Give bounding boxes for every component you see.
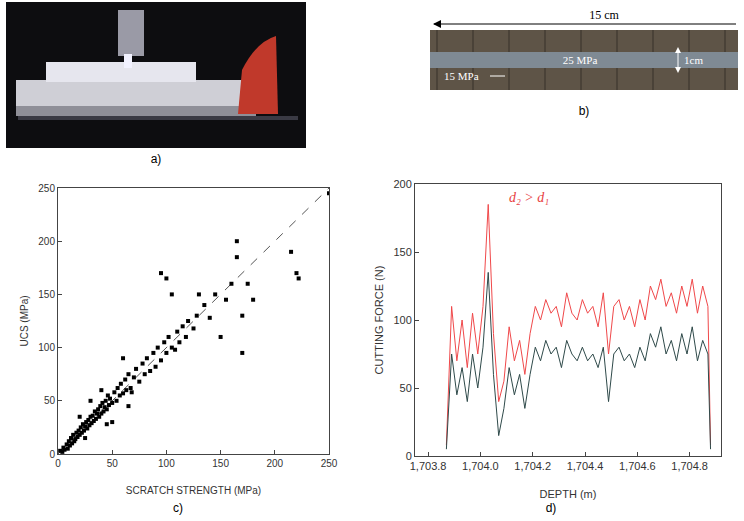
html-text:c): c) [173,501,183,515]
svg-text:100: 100 [158,458,175,469]
svg-text:200: 200 [266,458,283,469]
svg-text:200: 200 [393,178,411,190]
svg-text:1cm: 1cm [684,54,703,66]
svg-text:50: 50 [400,382,412,394]
html-text:a): a) [150,152,162,166]
svg-text:UCS (MPa): UCS (MPa) [19,295,30,346]
svg-text:200: 200 [38,236,55,247]
svg-text:0: 0 [49,449,55,460]
svg-text:250: 250 [38,183,55,194]
svg-text:1,704.6: 1,704.6 [619,460,656,472]
svg-text:50: 50 [107,458,119,469]
svg-text:150: 150 [393,246,411,258]
svg-text:250: 250 [321,458,338,469]
svg-text:DEPTH (m): DEPTH (m) [540,488,597,500]
svg-text:1,704.0: 1,704.0 [462,460,499,472]
svg-text:1,704.4: 1,704.4 [567,460,604,472]
html-text:d): d) [545,501,557,515]
svg-text:50: 50 [44,395,56,406]
svg-text:0: 0 [406,450,412,462]
svg-text:CUTTING FORCE (N): CUTTING FORCE (N) [373,266,385,375]
svg-text:1,704.8: 1,704.8 [671,460,708,472]
svg-text:150: 150 [38,289,55,300]
svg-text:1,703.8: 1,703.8 [410,460,447,472]
svg-text:d₂ > d₁: d₂ > d₁ [509,190,549,205]
svg-text:1,704.2: 1,704.2 [514,460,551,472]
svg-text:100: 100 [393,314,411,326]
svg-text:150: 150 [212,458,229,469]
svg-text:15 MPa: 15 MPa [444,70,479,82]
svg-text:SCRATCH STRENGTH (MPa): SCRATCH STRENGTH (MPa) [126,485,261,496]
svg-text:15 cm: 15 cm [589,8,619,22]
html-text:b): b) [578,104,590,118]
svg-text:0: 0 [55,458,61,469]
svg-text:100: 100 [38,342,55,353]
svg-text:25 MPa: 25 MPa [563,54,598,66]
